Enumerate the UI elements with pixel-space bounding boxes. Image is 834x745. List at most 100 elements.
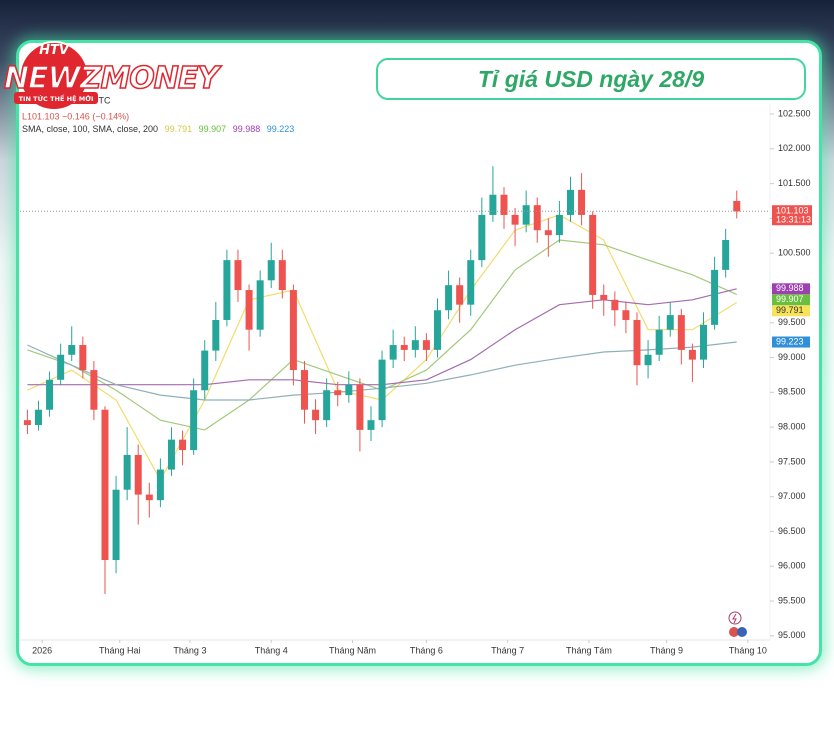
candle-body	[123, 454, 131, 490]
price-label: 99.907	[776, 294, 804, 304]
event-icon-bolt	[732, 613, 737, 624]
x-tick-label: Tháng 4	[255, 645, 288, 655]
candle-body	[46, 379, 54, 410]
candle-body	[733, 201, 741, 212]
candle-body	[201, 350, 209, 391]
y-tick-label: 98.000	[778, 421, 806, 431]
candle-body	[145, 494, 153, 501]
candle-body	[677, 315, 685, 350]
candle-body	[79, 345, 87, 371]
candle-body	[533, 205, 541, 231]
candle-body	[278, 260, 286, 291]
candle-body	[179, 439, 187, 451]
candle-body	[566, 189, 574, 215]
candle-body	[34, 409, 42, 426]
candle-body	[90, 370, 98, 410]
candle-body	[400, 345, 408, 350]
x-tick-label: Tháng 3	[173, 645, 206, 655]
candle-body	[300, 370, 308, 410]
title: Tỉ giá USD ngày 28/9	[477, 65, 705, 92]
candle-body	[445, 285, 453, 311]
y-tick-label: 95.000	[778, 630, 806, 640]
legend-value: 99.791	[165, 124, 193, 134]
countdown: 13:31:13	[776, 215, 811, 225]
logo: HTV NEWZMONEY TIN TỨC THẾ HỆ MỚI ĐỒNG HÀ…	[3, 41, 231, 111]
event-flag	[737, 627, 747, 637]
price-label: 99.223	[776, 336, 804, 346]
event-flag	[729, 627, 739, 637]
x-tick-label: Tháng 7	[491, 645, 524, 655]
candle-body	[456, 285, 464, 305]
x-tick-label: Tháng 6	[410, 645, 443, 655]
candle-body	[489, 194, 497, 215]
x-tick-label: 2026	[32, 645, 52, 655]
x-tick-label: Tháng Hai	[99, 645, 141, 655]
y-tick-label: 102.000	[778, 143, 811, 153]
price-label-bg	[772, 283, 810, 295]
candle-body	[312, 409, 320, 421]
candle-body	[467, 260, 475, 305]
candle-body	[711, 269, 719, 325]
candle-body	[600, 294, 608, 300]
candle-body	[112, 489, 120, 560]
last-price-bg	[772, 205, 812, 226]
candle-body	[223, 260, 231, 320]
candle-body	[101, 409, 109, 560]
legend-value: 99.907	[199, 124, 227, 134]
candle-body	[68, 345, 76, 355]
y-tick-label: 96.500	[778, 526, 806, 536]
candle-body	[578, 189, 586, 215]
candle-body	[234, 260, 242, 291]
candle-body	[699, 324, 707, 360]
candle-body	[666, 315, 674, 330]
y-tick-label: 102.500	[778, 108, 811, 118]
brand: HTV	[39, 43, 70, 58]
legend-ohlc: L101.103 −0.146 (−0.14%)	[22, 111, 129, 121]
x-tick-label: Tháng Năm	[329, 645, 376, 655]
indicator-label: SMA, close, 100, SMA, close, 200	[22, 124, 158, 134]
partner: ĐỒNG HÀNH CÙNG Kafi	[172, 55, 231, 64]
candle-body	[334, 390, 342, 396]
tagline: TIN TỨC THẾ HỆ MỚI	[19, 93, 94, 103]
x-tick-label: Tháng 9	[650, 645, 683, 655]
candle-body	[555, 214, 563, 236]
event-icon	[728, 611, 742, 625]
candle-body	[522, 205, 530, 225]
candle-body	[688, 349, 696, 360]
chart-card	[16, 40, 822, 666]
sma-line	[27, 214, 738, 482]
candle-body	[544, 230, 552, 236]
candle-body	[622, 310, 630, 320]
x-tick-label: Tháng 10	[729, 645, 767, 655]
candle-body	[167, 439, 175, 470]
y-tick-label: 99.000	[778, 352, 806, 362]
candle-body	[156, 469, 164, 501]
candle-body	[267, 260, 275, 281]
candle-body	[323, 390, 331, 421]
candle-body	[411, 340, 419, 350]
candle-body	[345, 384, 353, 396]
candle-body	[367, 420, 375, 430]
y-tick-label: 98.500	[778, 387, 806, 397]
candle-body	[722, 239, 730, 270]
candle-body	[655, 329, 663, 355]
x-tick-label: Tháng Tám	[566, 645, 612, 655]
candle-body	[23, 420, 31, 426]
y-tick-label: 101.500	[778, 178, 811, 188]
candle-body	[644, 354, 652, 366]
price-label-bg	[772, 305, 810, 317]
candle-body	[478, 214, 486, 261]
legend-value: 99.988	[233, 124, 261, 134]
y-tick-label: 95.500	[778, 595, 806, 605]
logo-text: NEWZMONEY	[4, 61, 222, 96]
candle-body	[134, 454, 142, 495]
candle-body	[378, 359, 386, 421]
candle-body	[589, 214, 597, 295]
y-tick-label: 97.000	[778, 491, 806, 501]
candle-body	[190, 390, 198, 451]
tagline-bg	[14, 92, 98, 104]
candle-body	[500, 194, 508, 215]
y-tick-label: 97.500	[778, 456, 806, 466]
